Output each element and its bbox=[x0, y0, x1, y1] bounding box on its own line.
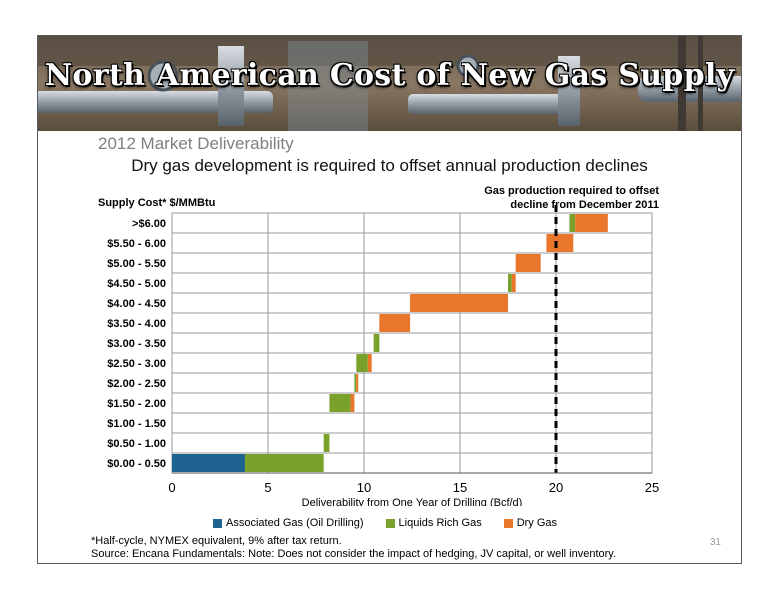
bar-segment bbox=[508, 274, 512, 292]
annotation-line-2: decline from December 2011 bbox=[510, 199, 659, 211]
page-title: North American Cost of New Gas Supply bbox=[44, 58, 735, 93]
bar-segment bbox=[244, 454, 324, 472]
footnote: *Half-cycle, NYMEX equivalent, 9% after … bbox=[91, 535, 616, 561]
slide: North American Cost of New Gas Supply 20… bbox=[37, 35, 742, 564]
plot-area bbox=[171, 212, 653, 474]
chart-legend: Associated Gas (Oil Drilling) Liquids Ri… bbox=[213, 517, 579, 529]
legend-swatch-liquids bbox=[385, 518, 395, 528]
y-axis-title: Supply Cost* $/MMBtu bbox=[98, 197, 216, 209]
page-subtitle: 2012 Market Deliverability bbox=[98, 134, 294, 153]
pipeline-photo bbox=[38, 36, 741, 131]
x-tick-label: 25 bbox=[645, 480, 659, 495]
bar-segment bbox=[350, 394, 355, 412]
x-tick-label: 5 bbox=[264, 480, 271, 495]
x-tick-label: 20 bbox=[549, 480, 563, 495]
y-tick-label: $1.50 - 2.00 bbox=[107, 398, 166, 410]
y-tick-label: $3.50 - 4.00 bbox=[107, 318, 166, 330]
bar-segment bbox=[569, 214, 576, 232]
y-tick-label: $5.50 - 6.00 bbox=[107, 238, 166, 250]
legend-swatch-dry bbox=[503, 518, 513, 528]
legend-label-associated: Associated Gas (Oil Drilling) bbox=[226, 517, 364, 529]
y-tick-label: $2.00 - 2.50 bbox=[107, 378, 166, 390]
y-tick-label: $2.50 - 3.00 bbox=[107, 358, 166, 370]
x-tick-label: 0 bbox=[168, 480, 175, 495]
bar-segment bbox=[515, 254, 541, 272]
y-tick-label: $4.50 - 5.00 bbox=[107, 278, 166, 290]
legend-label-liquids: Liquids Rich Gas bbox=[398, 517, 482, 529]
bar-segment bbox=[172, 454, 245, 472]
bar-segment bbox=[367, 354, 372, 372]
y-tick-label: >$6.00 bbox=[132, 218, 166, 230]
supply-cost-chart: >$6.00 $5.50 - 6.00 $5.00 - 5.50 $4.50 - 5.… bbox=[107, 205, 659, 506]
bar-segment bbox=[546, 234, 574, 252]
bar-segment bbox=[379, 314, 411, 332]
y-tick-label: $4.00 - 4.50 bbox=[107, 298, 166, 310]
x-axis-title: Deliverability from One Year of Drilling… bbox=[302, 497, 523, 506]
legend-item-liquids: Liquids Rich Gas bbox=[385, 517, 482, 529]
bar-segment bbox=[329, 394, 351, 412]
decline-annotation: Gas production required to offset declin… bbox=[459, 184, 659, 212]
legend-label-dry: Dry Gas bbox=[516, 517, 558, 529]
page-number: 31 bbox=[709, 537, 721, 548]
legend-swatch-associated bbox=[213, 518, 222, 528]
y-tick-label: $0.00 - 0.50 bbox=[107, 458, 166, 470]
bar-segment bbox=[410, 294, 508, 312]
source-note: Source: Encana Fundamentals: Note: Does … bbox=[91, 548, 617, 560]
y-tick-label: $0.50 - 1.00 bbox=[107, 438, 166, 450]
bar-segment bbox=[356, 374, 359, 392]
bar-segment bbox=[354, 374, 357, 392]
x-tick-label: 15 bbox=[453, 480, 467, 495]
footnote-line-1: *Half-cycle, NYMEX equivalent, 9% after … bbox=[91, 535, 342, 547]
banner: North American Cost of New Gas Supply bbox=[38, 36, 741, 131]
bar-segment bbox=[323, 434, 330, 452]
chart-headline: Dry gas development is required to offse… bbox=[131, 156, 648, 175]
legend-item-dry: Dry Gas bbox=[503, 517, 558, 529]
bar-segment bbox=[511, 274, 516, 292]
bar-segment bbox=[356, 354, 368, 372]
y-tick-label: $1.00 - 1.50 bbox=[107, 418, 166, 430]
legend-item-associated: Associated Gas (Oil Drilling) bbox=[213, 517, 364, 529]
annotation-line-1: Gas production required to offset bbox=[484, 185, 659, 197]
bar-segment bbox=[373, 334, 380, 352]
x-tick-label: 10 bbox=[357, 480, 371, 495]
bar-segment bbox=[575, 214, 608, 232]
y-tick-label: $3.00 - 3.50 bbox=[107, 338, 166, 350]
y-tick-label: $5.00 - 5.50 bbox=[107, 258, 166, 270]
